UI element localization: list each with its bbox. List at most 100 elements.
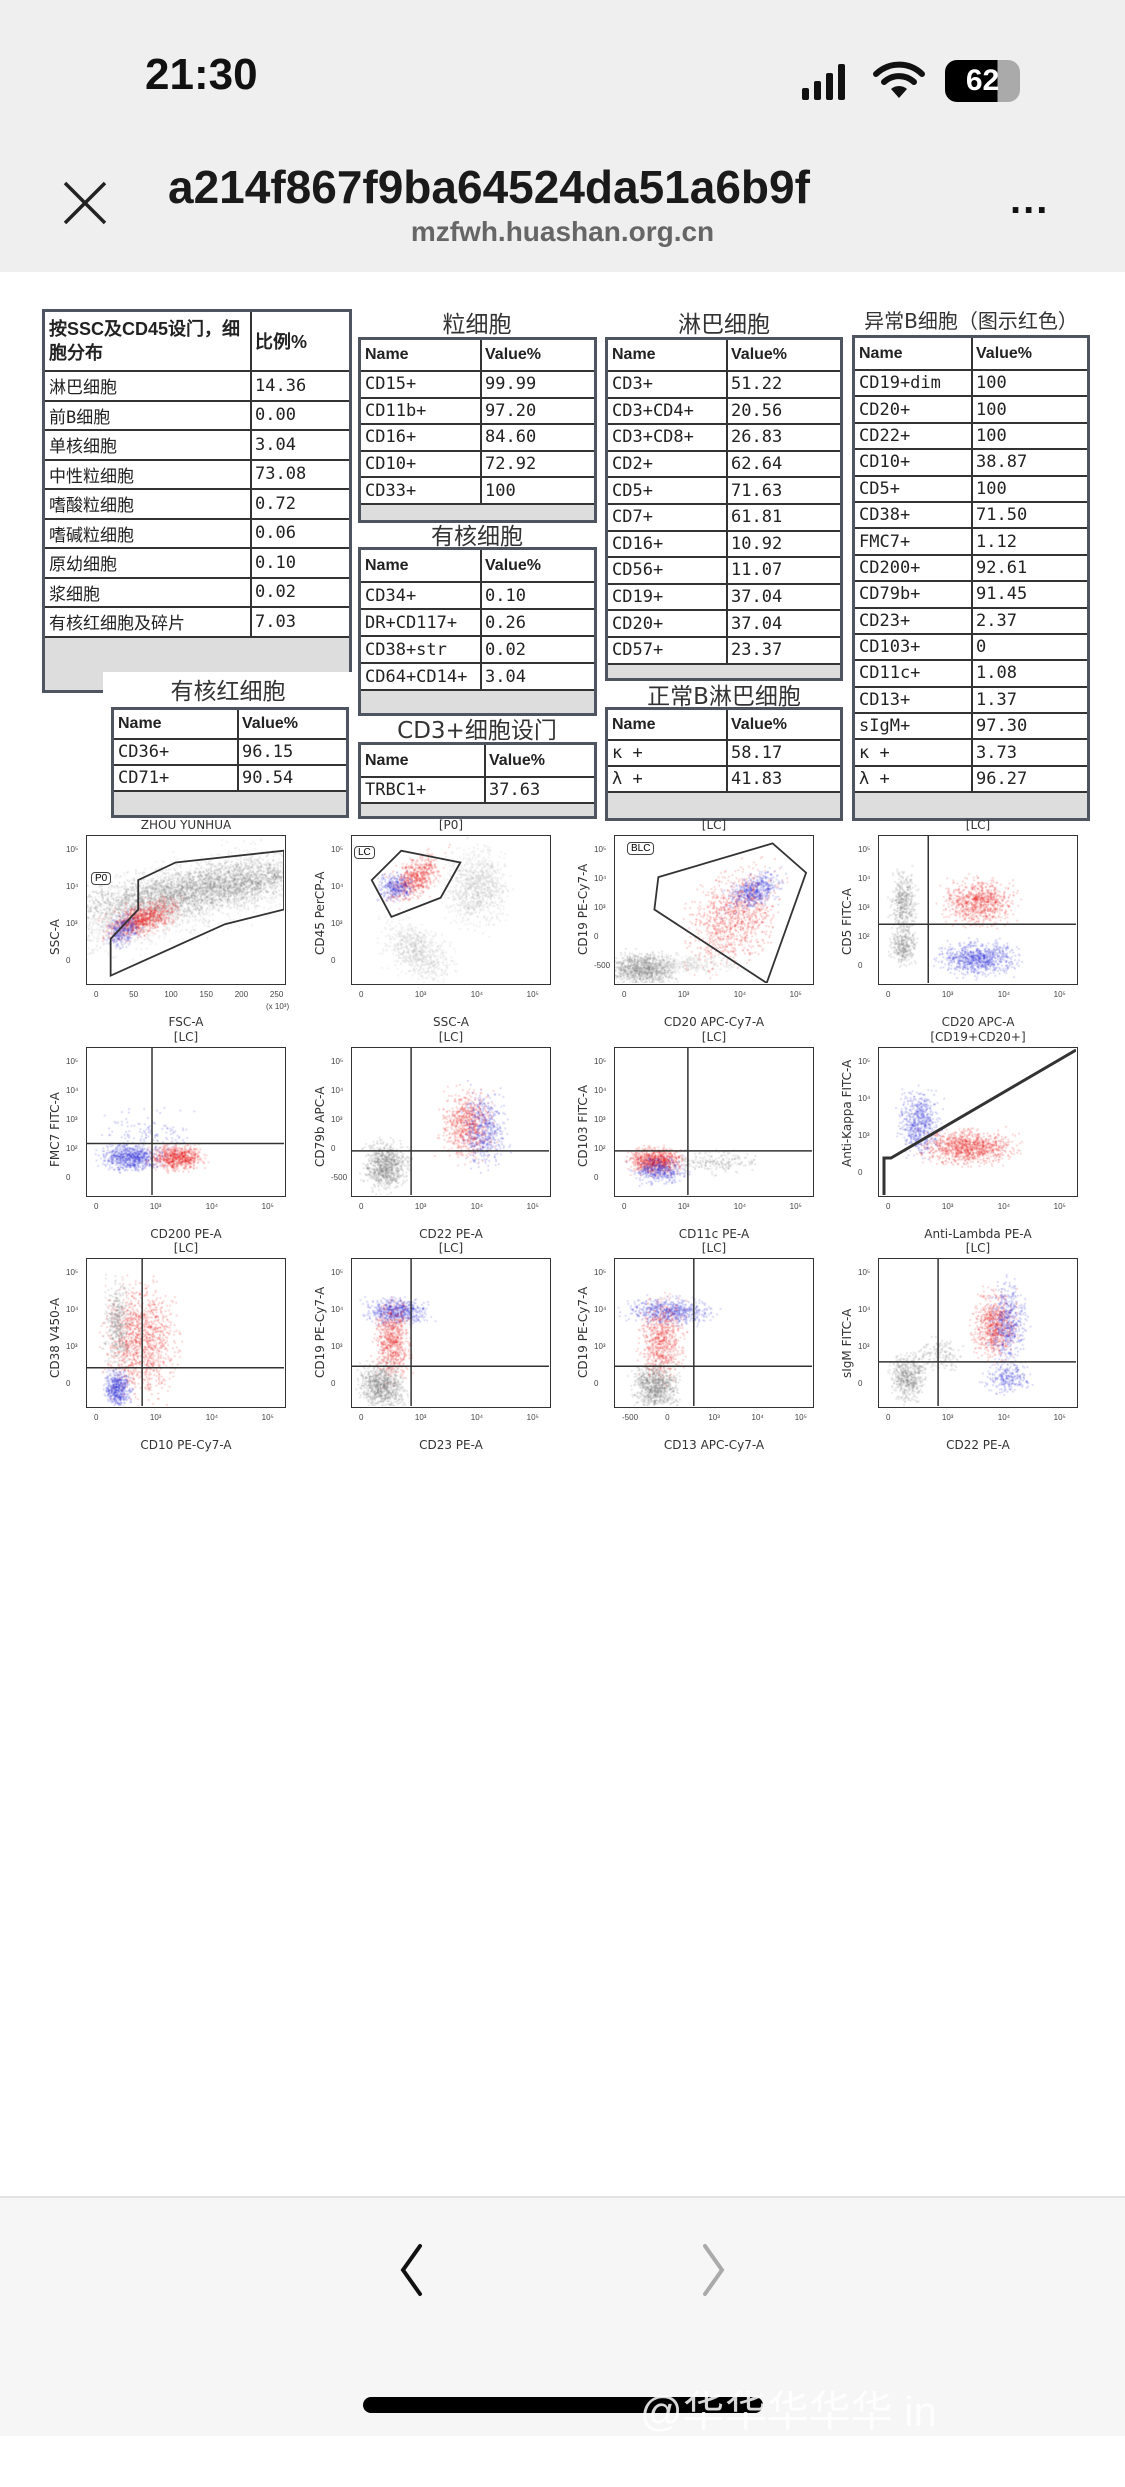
plot-x-axis-label: CD20 APC-A	[941, 1015, 1015, 1029]
scatter-dots	[87, 1048, 284, 1195]
plot-title: [LC]	[173, 1241, 199, 1255]
polygon-gate[interactable]	[109, 849, 284, 978]
back-button[interactable]	[395, 2242, 425, 2303]
plot-title: [LC]	[965, 1241, 991, 1255]
scatter-plot[interactable]	[878, 1258, 1078, 1408]
row-name: 有核红细胞及碎片	[45, 608, 252, 636]
table-header-row: Name Value%	[361, 550, 594, 583]
table-footer	[114, 792, 346, 815]
row-value: 3.73	[976, 742, 1017, 763]
gate-overlay	[879, 1259, 1076, 1406]
x-tick-label: 10⁵	[526, 990, 539, 999]
scatter-dots	[615, 1048, 812, 1195]
table-footer	[361, 691, 594, 713]
row-value: 3.04	[255, 434, 296, 455]
scatter-plot[interactable]: BLC	[614, 835, 814, 985]
row-name: 浆细胞	[45, 578, 252, 606]
row-name: CD13+	[855, 687, 973, 713]
quadrant-gate[interactable]	[87, 1259, 284, 1406]
y-tick-label: 10⁵	[331, 845, 344, 854]
table-header-row: Name Value%	[855, 338, 1087, 371]
table-header-row: Name Value%	[361, 745, 594, 778]
table-row: κ +58.17	[608, 741, 840, 767]
scatter-plot[interactable]	[878, 835, 1078, 985]
column-header: Name	[361, 340, 482, 370]
bottom-toolbar	[0, 2196, 1125, 2436]
browser-header	[0, 0, 1125, 272]
quadrant-gate[interactable]	[87, 1048, 284, 1195]
close-button[interactable]	[60, 178, 110, 228]
row-value: 0.10	[485, 585, 526, 606]
scatter-dots	[879, 1048, 1076, 1195]
scatter-plot[interactable]: P0	[86, 835, 286, 985]
row-value: 14.36	[255, 375, 307, 396]
x-tick-label: 0	[622, 990, 627, 999]
x-tick-label: 10³	[414, 1202, 427, 1211]
y-tick-label: 10⁴	[66, 1085, 79, 1095]
plot-x-axis-label: CD13 APC-Cy7-A	[663, 1438, 765, 1452]
scatter-plot[interactable]	[86, 1047, 286, 1197]
scatter-plot[interactable]	[878, 1047, 1078, 1197]
row-name: sIgM+	[855, 714, 973, 739]
row-name: CD10+	[855, 450, 973, 475]
scatter-plot[interactable]	[351, 1258, 551, 1408]
plot-x-axis-label: CD23 PE-A	[419, 1438, 483, 1452]
row-value: 10.92	[731, 533, 783, 554]
wifi-icon	[873, 60, 925, 105]
x-tick-label: 10⁵	[1053, 1413, 1066, 1422]
gate-label: P0	[91, 872, 112, 885]
row-name: CD3+CD4+	[608, 398, 728, 424]
quadrant-gate[interactable]	[615, 1048, 812, 1195]
y-tick-label: 0	[331, 956, 336, 966]
row-name: CD36+	[114, 740, 239, 764]
forward-button[interactable]	[700, 2242, 730, 2303]
table-row: CD19+ 37.04	[608, 584, 840, 612]
quadrant-gate[interactable]	[879, 1259, 1076, 1406]
quadrant-gate[interactable]	[352, 1259, 549, 1406]
column-header: 按SSC及CD45设门，细胞分布	[45, 312, 252, 370]
gate-overlay	[87, 1048, 284, 1195]
row-value: 20.56	[731, 400, 783, 421]
y-tick-label: 10⁵	[66, 1057, 79, 1066]
row-value: 90.54	[242, 768, 294, 788]
gate-label: LC	[354, 846, 375, 859]
plot-x-axis-label: SSC-A	[433, 1015, 469, 1029]
row-value: 0	[976, 637, 987, 658]
y-tick-label: 10³	[594, 1114, 606, 1124]
quadrant-gate[interactable]	[615, 1259, 812, 1406]
more-options-button[interactable]: ...	[1010, 178, 1050, 222]
table-row: CD10+ 72.92	[361, 451, 594, 479]
table-row: CD2+ 62.64	[608, 451, 840, 479]
x-tick-label: 0	[886, 1202, 891, 1211]
table-title: 有核红细胞	[103, 672, 353, 707]
table-row: CD56+ 11.07	[608, 558, 840, 585]
scatter-plot[interactable]: LC	[351, 835, 551, 985]
row-value: 96.27	[976, 769, 1028, 790]
row-name: CD20+	[608, 611, 728, 636]
page-domain: mzfwh.huashan.org.cn	[410, 216, 715, 247]
gate-diagonal[interactable]	[882, 1048, 1076, 1195]
scatter-dots	[879, 1259, 1076, 1406]
table-row: CD34+ 0.10	[361, 583, 594, 610]
home-indicator[interactable]	[363, 2397, 763, 2413]
x-tick-label: 10⁴	[733, 990, 747, 999]
scatter-plot[interactable]	[86, 1258, 286, 1408]
quadrant-gate[interactable]	[879, 836, 1076, 983]
scatter-plot[interactable]	[351, 1047, 551, 1197]
gate-overlay	[879, 836, 1076, 983]
gate-overlay	[615, 1048, 812, 1195]
scatter-plot[interactable]	[614, 1258, 814, 1408]
table-granulocyte: Name Value% CD15+ 99.99 CD11b+ 97.20 CD16+ 84.6…	[358, 337, 597, 523]
polygon-gate[interactable]	[370, 849, 462, 918]
plot-x-axis-label: CD11c PE-A	[678, 1227, 750, 1241]
x-tick-label: 0	[359, 1202, 364, 1211]
row-value: 37.63	[489, 780, 541, 800]
row-value: 0.06	[255, 523, 296, 544]
table-row: CD103+ 0	[855, 634, 1087, 662]
scatter-plot[interactable]	[614, 1047, 814, 1197]
polygon-gate[interactable]	[653, 842, 808, 983]
quadrant-gate[interactable]	[352, 1048, 549, 1195]
row-name: CD38+str	[361, 637, 482, 662]
row-name: CD103+	[855, 634, 973, 660]
x-tick-label: 10³	[149, 1413, 162, 1422]
